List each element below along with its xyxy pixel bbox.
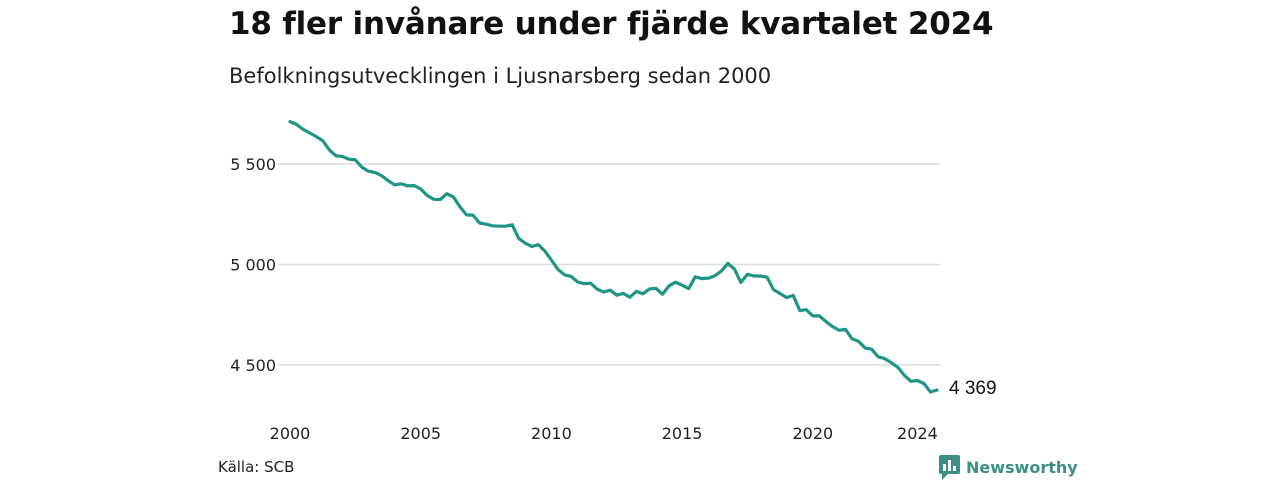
- gridlines: [278, 163, 940, 366]
- x-tick-label: 2020: [792, 424, 833, 443]
- x-tick-label: 2005: [400, 424, 441, 443]
- y-tick-label: 5 500: [230, 155, 276, 174]
- chart-title: 18 fler invånare under fjärde kvartalet …: [229, 6, 994, 42]
- population-series-line: [288, 120, 939, 394]
- y-tick-label: 4 500: [230, 356, 276, 375]
- y-axis-ticks: 4 500 5 000 5 500: [230, 155, 276, 375]
- brand-logo[interactable]: Newsworthy: [939, 455, 1078, 480]
- source-note: Källa: SCB: [218, 458, 295, 476]
- x-tick-label: 2015: [662, 424, 703, 443]
- x-tick-label: 2000: [270, 424, 311, 443]
- brand-name: Newsworthy: [966, 458, 1078, 477]
- x-tick-label: 2024: [897, 424, 938, 443]
- chart-subtitle: Befolkningsutvecklingen i Ljusnarsberg s…: [229, 64, 772, 88]
- x-axis-ticks: 2000 2005 2010 2015 2020 2024: [270, 424, 938, 443]
- y-tick-label: 5 000: [230, 256, 276, 275]
- newsworthy-logo-icon: [939, 455, 960, 480]
- end-value-label: 4 369: [949, 378, 997, 399]
- x-tick-label: 2010: [531, 424, 572, 443]
